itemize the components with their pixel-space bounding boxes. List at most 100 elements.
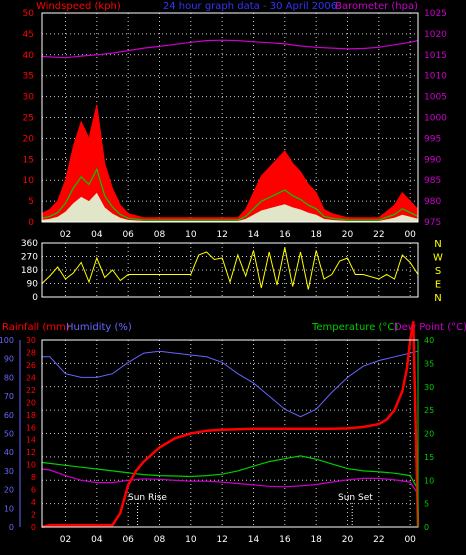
barometer-tick-label: 975 — [424, 218, 441, 228]
windspeed-average-line — [41, 167, 419, 221]
x-tick-label: 14 — [248, 535, 260, 545]
x-tick-label: 04 — [91, 230, 103, 240]
temperature-tick-label: 40 — [424, 336, 434, 345]
x-tick-label: 06 — [122, 535, 134, 545]
windspeed-tick-label: 5 — [28, 197, 34, 207]
barometer-tick-label: 985 — [424, 176, 441, 186]
rainfall-axis-title: Rainfall (mm) — [2, 322, 70, 333]
windspeed-axis-title: Windspeed (kph) — [36, 1, 121, 12]
x-tick-label: 04 — [91, 535, 103, 545]
temperature-tick-label: 10 — [424, 476, 434, 485]
rainfall-tick-label: 26 — [26, 361, 36, 370]
windspeed-tick-label: 40 — [23, 51, 35, 61]
x-tick-label: 08 — [154, 230, 166, 240]
rainfall-series — [41, 321, 420, 529]
windspeed-tick-label: 35 — [23, 72, 34, 82]
barometer-axis-title: Barometer (hpa) — [335, 1, 418, 12]
temperature-tick-label: 15 — [424, 453, 434, 462]
rainfall-tick-label: 2 — [31, 511, 36, 520]
windspeed-tick-label: 30 — [23, 93, 35, 103]
rainfall-tick-label: 4 — [31, 498, 36, 507]
temperature-tick-label: 0 — [424, 523, 429, 532]
x-tick-label: 18 — [310, 230, 322, 240]
humidity-tick-label: 10 — [4, 504, 14, 513]
humidity-tick-label: 90 — [4, 355, 14, 364]
compass-label: W — [433, 253, 443, 264]
rainfall-tick-label: 8 — [31, 473, 36, 482]
dewpoint-axis-title: Dew Point (°C) — [394, 322, 466, 333]
rainfall-tick-label: 24 — [26, 373, 36, 382]
x-tick-label: 10 — [185, 535, 197, 545]
direction-tick-label: 0 — [32, 293, 38, 303]
panel-frame-1 — [41, 12, 419, 223]
barometer-tick-label: 1005 — [424, 93, 447, 103]
x-tick-label: 12 — [216, 230, 227, 240]
windspeed-tick-label: 45 — [23, 30, 34, 40]
x-tick-label: 18 — [310, 535, 322, 545]
rainfall-tick-label: 22 — [26, 386, 36, 395]
x-tick-label: 06 — [122, 230, 134, 240]
rainfall-tick-label: 0 — [31, 523, 36, 532]
rainfall-tick-label: 6 — [31, 486, 36, 495]
direction-tick-label: 90 — [27, 280, 39, 290]
x-tick-label: 08 — [154, 535, 166, 545]
humidity-tick-label: 30 — [4, 467, 14, 476]
humidity-axis-title: Humidity (%) — [66, 322, 132, 333]
rainfall-tick-label: 18 — [26, 411, 36, 420]
humidity-tick-label: 80 — [4, 373, 14, 382]
sunset-label: Sun Set — [338, 493, 373, 503]
windspeed-tick-label: 50 — [23, 9, 35, 19]
x-tick-label: 10 — [185, 230, 197, 240]
humidity-tick-label: 40 — [4, 448, 14, 457]
x-tick-label: 02 — [60, 535, 71, 545]
windspeed-low-fill — [42, 192, 418, 222]
rainfall-tick-label: 10 — [26, 461, 36, 470]
humidity-series — [42, 350, 419, 418]
rainfall-tick-label: 28 — [26, 348, 36, 357]
temperature-series — [41, 455, 419, 490]
barometer-tick-label: 980 — [424, 197, 441, 207]
barometer-tick-label: 990 — [424, 155, 441, 165]
barometer-tick-label: 1015 — [424, 51, 447, 61]
windspeed-tick-label: 25 — [23, 114, 34, 124]
humidity-tick-label: 60 — [4, 411, 14, 420]
humidity-tick-label: 50 — [4, 430, 14, 439]
x-tick-label: 20 — [342, 535, 354, 545]
x-tick-label: 22 — [373, 535, 384, 545]
barometer-tick-label: 1000 — [424, 114, 447, 124]
x-tick-label: 22 — [373, 230, 384, 240]
windspeed-tick-label: 20 — [23, 134, 35, 144]
x-tick-label: 02 — [60, 230, 71, 240]
barometer-tick-label: 1020 — [424, 30, 447, 40]
x-tick-label: 14 — [248, 230, 260, 240]
x-tick-label: 20 — [342, 230, 354, 240]
rainfall-tick-label: 16 — [26, 423, 36, 432]
humidity-tick-label: 70 — [4, 392, 14, 401]
temperature-tick-label: 20 — [424, 430, 434, 439]
barometer-series — [41, 39, 419, 59]
rainfall-tick-label: 20 — [26, 398, 36, 407]
windspeed-tick-label: 15 — [23, 155, 34, 165]
humidity-tick-label: 0 — [9, 523, 14, 532]
x-tick-label: 16 — [279, 230, 291, 240]
temperature-axis-title: Temperature (°C) — [311, 322, 398, 333]
x-tick-label: 12 — [216, 535, 227, 545]
wind-direction-series — [41, 247, 419, 290]
temperature-tick-label: 30 — [424, 383, 434, 392]
direction-tick-label: 180 — [21, 266, 38, 276]
direction-tick-label: 360 — [21, 239, 38, 249]
humidity-tick-label: 100 — [0, 336, 14, 345]
temperature-tick-label: 5 — [424, 500, 429, 509]
compass-label: N — [434, 293, 441, 304]
rainfall-tick-label: 30 — [26, 336, 36, 345]
graph-title: 24 hour graph data - 30 April 2006 — [163, 1, 337, 12]
x-tick-label: 00 — [404, 535, 416, 545]
panel-frame-2 — [41, 242, 419, 298]
humidity-tick-label: 20 — [4, 486, 14, 495]
barometer-tick-label: 1025 — [424, 9, 447, 19]
temperature-tick-label: 35 — [424, 359, 434, 368]
x-tick-label: 00 — [404, 230, 416, 240]
direction-tick-label: 270 — [21, 253, 38, 263]
compass-label: N — [434, 239, 441, 250]
barometer-tick-label: 995 — [424, 134, 441, 144]
